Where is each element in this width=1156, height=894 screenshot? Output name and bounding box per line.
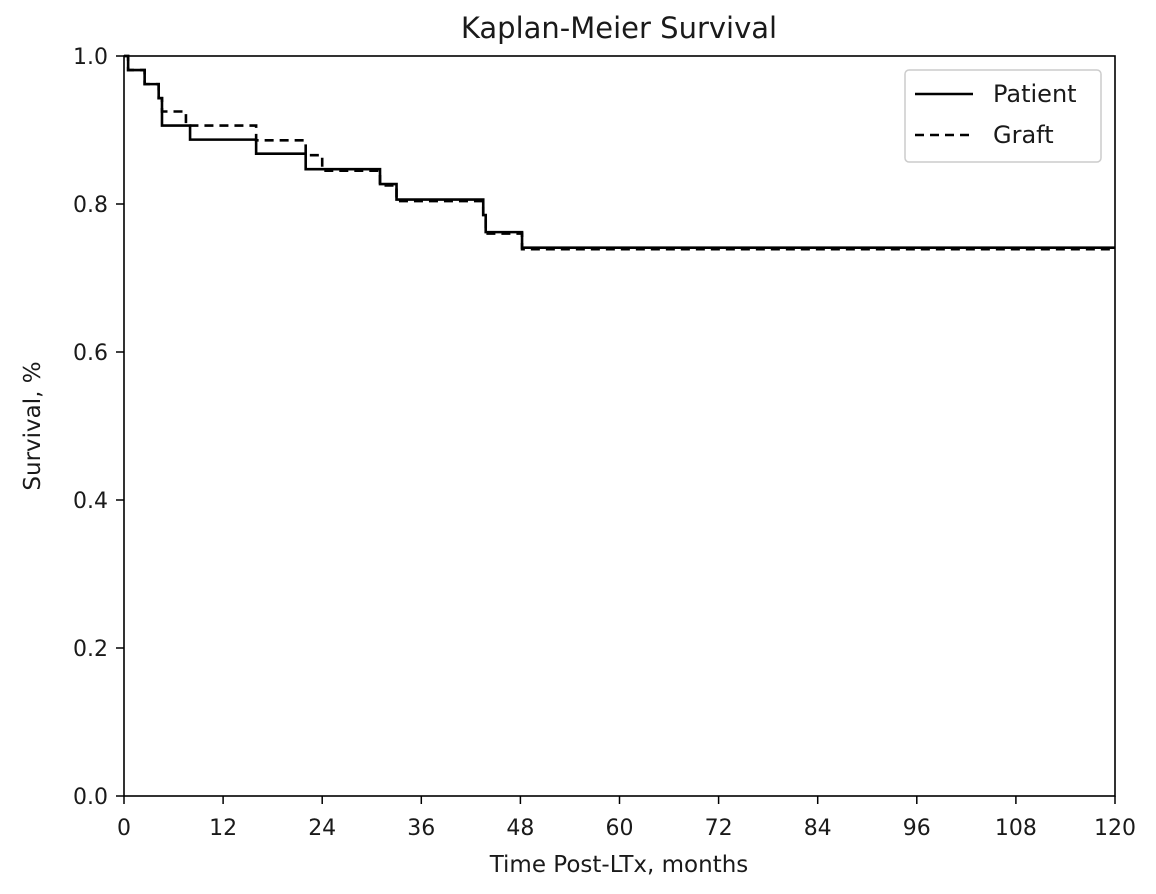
x-tick-label: 108 — [995, 816, 1037, 841]
y-axis-label: Survival, % — [20, 361, 46, 490]
y-tick-label: 0.4 — [73, 489, 108, 514]
x-axis-label: Time Post-LTx, months — [489, 852, 749, 878]
y-tick-label: 0.6 — [73, 341, 108, 366]
y-tick-label: 0.2 — [73, 637, 108, 662]
legend-label-patient: Patient — [993, 80, 1077, 108]
chart-title: Kaplan-Meier Survival — [461, 11, 777, 45]
x-tick-label: 72 — [705, 816, 733, 841]
x-tick-label: 24 — [308, 816, 336, 841]
x-tick-label: 84 — [804, 816, 832, 841]
x-tick-label: 12 — [209, 816, 237, 841]
x-tick-label: 120 — [1094, 816, 1136, 841]
series-layer — [124, 54, 1115, 251]
series-line-graft — [124, 54, 1115, 251]
legend: Patient Graft — [904, 69, 1102, 163]
x-tick-label: 60 — [606, 816, 634, 841]
y-axis: 0.0 0.2 0.4 0.6 0.8 1.0 — [73, 45, 124, 810]
legend-label-graft: Graft — [993, 121, 1054, 149]
x-axis: 0 12 24 36 48 60 72 84 96 108 120 — [117, 796, 1136, 841]
y-tick-label: 0.0 — [73, 785, 108, 810]
y-tick-label: 0.8 — [73, 193, 108, 218]
x-tick-label: 0 — [117, 816, 131, 841]
x-tick-label: 36 — [407, 816, 435, 841]
x-tick-label: 48 — [506, 816, 534, 841]
y-tick-label: 1.0 — [73, 45, 108, 70]
x-tick-label: 96 — [903, 816, 931, 841]
